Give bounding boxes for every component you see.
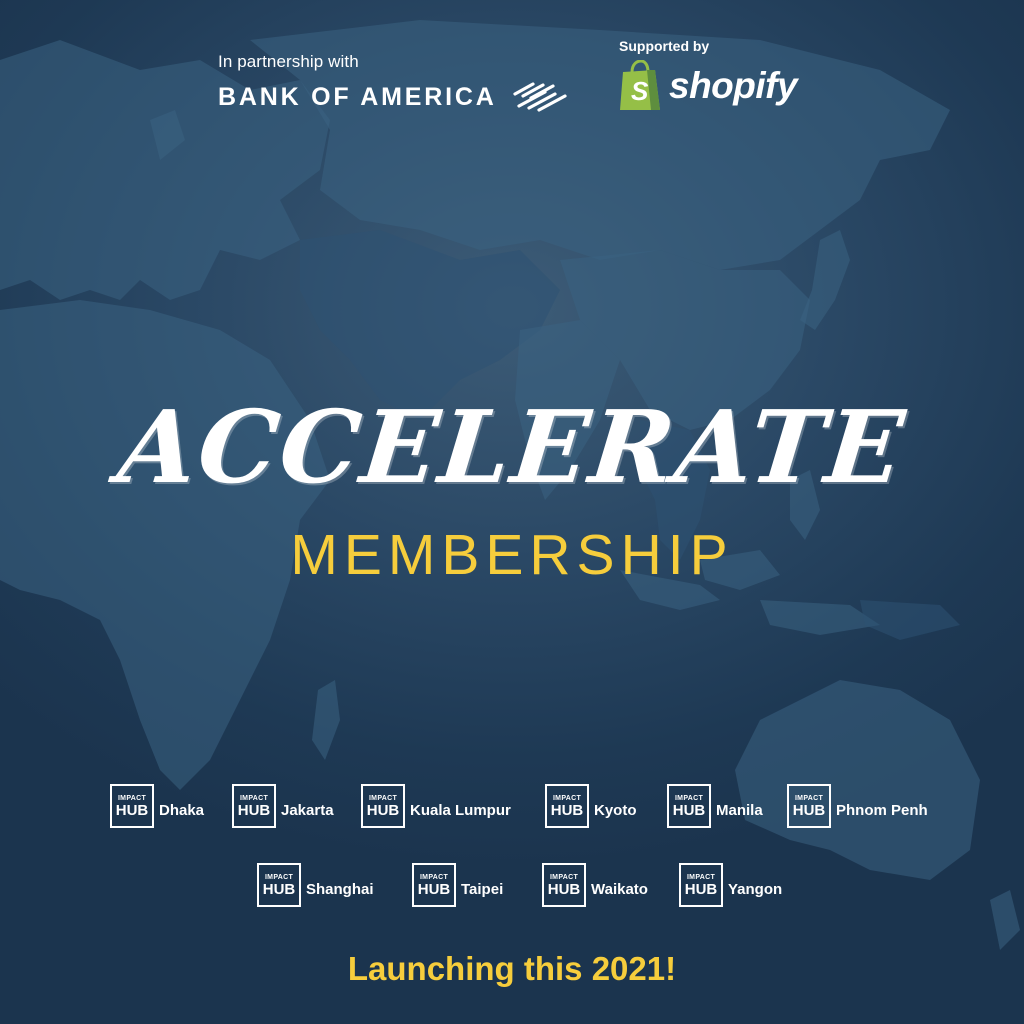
- impact-hub-logo: IMPACT HUB: [257, 863, 301, 907]
- hub-city: Yangon: [728, 880, 783, 898]
- hub-city: Dhaka: [159, 801, 205, 819]
- impact-hub-logo: IMPACT HUB: [412, 863, 456, 907]
- hub-item: IMPACT HUB Manila: [667, 784, 763, 828]
- hub-city: Shanghai: [306, 880, 374, 898]
- impact-hub-logo: IMPACT HUB: [542, 863, 586, 907]
- hub-logo-top-text: IMPACT: [368, 794, 398, 802]
- hub-row-2: IMPACT HUB Shanghai IMPACT HUB Taipei IM…: [0, 863, 1024, 911]
- hub-item: IMPACT HUB Dhaka: [110, 784, 204, 828]
- hub-item: IMPACT HUB Waikato: [542, 863, 648, 907]
- hub-item: IMPACT HUB Jakarta: [232, 784, 334, 828]
- hub-item: IMPACT HUB Yangon: [679, 863, 782, 907]
- sponsor-block: Supported by S shopify: [617, 38, 798, 112]
- hub-item: IMPACT HUB Kuala Lumpur: [361, 784, 511, 828]
- hub-logo-top-text: IMPACT: [552, 794, 582, 802]
- hub-logo-bottom-text: HUB: [366, 801, 400, 819]
- hub-logo-bottom-text: HUB: [237, 801, 271, 819]
- shopify-wordmark: shopify: [669, 65, 798, 106]
- shopify-bag-icon: S: [620, 60, 660, 110]
- hub-city: Taipei: [461, 880, 504, 898]
- hub-logo-top-text: IMPACT: [239, 794, 269, 802]
- hub-logo-top-text: IMPACT: [264, 873, 294, 881]
- partner-caption: In partnership with: [218, 52, 359, 71]
- hub-logo-top-text: IMPACT: [549, 873, 579, 881]
- hub-item: IMPACT HUB Shanghai: [257, 863, 374, 907]
- hub-city: Manila: [716, 801, 763, 819]
- hub-logo-bottom-text: HUB: [684, 880, 718, 898]
- hub-city: Phnom Penh: [836, 801, 928, 819]
- impact-hub-logo: IMPACT HUB: [545, 784, 589, 828]
- headline: ACCELERATE: [113, 388, 911, 506]
- hub-logo-bottom-text: HUB: [547, 880, 581, 898]
- partner-block: In partnership with BANK OF AMERICA: [218, 52, 573, 114]
- hub-logo-bottom-text: HUB: [550, 801, 584, 819]
- hub-logo-bottom-text: HUB: [262, 880, 296, 898]
- hub-city: Jakarta: [281, 801, 334, 819]
- impact-hub-logo: IMPACT HUB: [679, 863, 723, 907]
- impact-hub-logo: IMPACT HUB: [110, 784, 154, 828]
- impact-hub-logo: IMPACT HUB: [667, 784, 711, 828]
- launch-text: Launching this 2021!: [347, 950, 677, 987]
- sponsor-caption: Supported by: [619, 38, 710, 54]
- bank-of-america-wordmark: BANK OF AMERICA: [218, 82, 497, 111]
- shopify-logo: S shopify: [617, 60, 798, 112]
- hub-logo-top-text: IMPACT: [419, 873, 449, 881]
- subheadline: MEMBERSHIP: [290, 523, 734, 587]
- hub-city: Kuala Lumpur: [410, 801, 511, 819]
- hub-logo-bottom-text: HUB: [672, 801, 706, 819]
- svg-text:S: S: [631, 76, 649, 106]
- impact-hub-logo: IMPACT HUB: [232, 784, 276, 828]
- hub-item: IMPACT HUB Kyoto: [545, 784, 637, 828]
- impact-hub-logo: IMPACT HUB: [361, 784, 405, 828]
- hub-city: Waikato: [591, 880, 648, 898]
- bank-of-america-flag-icon: [512, 82, 567, 112]
- hub-logo-top-text: IMPACT: [117, 794, 147, 802]
- hub-logo-bottom-text: HUB: [417, 880, 451, 898]
- hub-logo-bottom-text: HUB: [115, 801, 149, 819]
- bank-of-america-logo: BANK OF AMERICA: [218, 80, 573, 114]
- impact-hub-logo: IMPACT HUB: [787, 784, 831, 828]
- hub-logo-top-text: IMPACT: [686, 873, 716, 881]
- hub-city: Kyoto: [594, 801, 637, 819]
- hub-logo-bottom-text: HUB: [792, 801, 826, 819]
- hub-row-1: IMPACT HUB Dhaka IMPACT HUB Jakarta IMPA…: [0, 784, 1024, 832]
- hub-item: IMPACT HUB Phnom Penh: [787, 784, 928, 828]
- hub-item: IMPACT HUB Taipei: [412, 863, 503, 907]
- hub-logo-top-text: IMPACT: [794, 794, 824, 802]
- hub-logo-top-text: IMPACT: [674, 794, 704, 802]
